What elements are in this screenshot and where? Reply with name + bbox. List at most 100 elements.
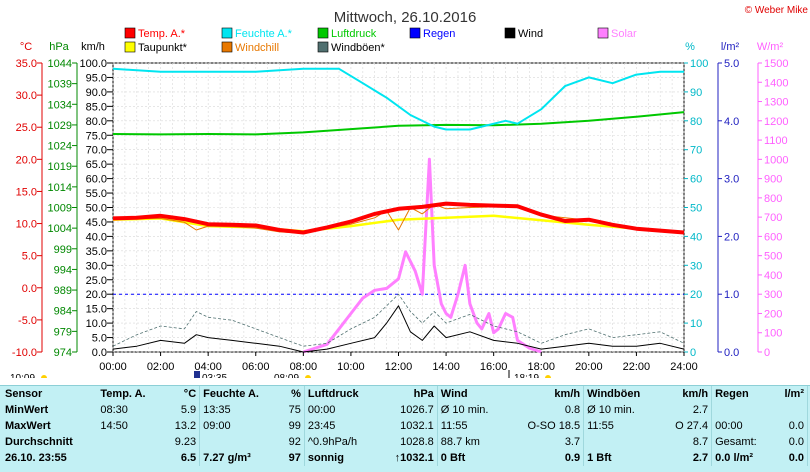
solar-axis-tick-label: 100: [764, 328, 782, 340]
hpa-axis-tick-label: 999: [54, 244, 72, 256]
legend-swatch: [221, 41, 233, 53]
stats-cell: 9.23: [163, 434, 201, 450]
x-tick-label: 06:00: [242, 361, 270, 373]
stats-cell: 23:45: [307, 420, 336, 432]
percent-axis-tick-label: 60: [690, 174, 702, 186]
legend-swatch: [504, 27, 516, 39]
solar-axis-tick-label: 400: [764, 270, 782, 282]
solar-axis-tick-label: 1000: [764, 154, 788, 166]
legend-label: Solar: [611, 28, 637, 40]
axis-unit-percent: %: [685, 41, 695, 53]
stats-cell: [97, 434, 163, 450]
stats-cell: 13.2: [163, 418, 201, 434]
stats-cell: Gesamt:: [715, 436, 757, 448]
stats-cell: km/h: [507, 386, 585, 402]
hpa-axis-tick-label: 1034: [48, 99, 72, 111]
stats-cell: 11:55: [440, 420, 468, 432]
stats-cell: ↑1032.1: [378, 450, 438, 466]
stats-cell: km/h: [660, 386, 713, 402]
stats-cell: Regen: [715, 388, 749, 400]
solar-axis-tick-label: 1300: [764, 97, 788, 109]
stats-cell: 8.7: [660, 434, 713, 450]
kmh-axis-tick-label: 100.0: [79, 58, 107, 70]
solar-axis-tick-label: 1400: [764, 77, 788, 89]
percent-axis-tick-label: 10: [690, 318, 702, 330]
solar-axis-tick-label: 500: [764, 251, 782, 263]
weather-chart: Mittwoch, 26.10.2016 © Weber Mike Temp. …: [10, 5, 809, 378]
hpa-axis-tick-label: 1014: [48, 182, 72, 194]
stats-cell: Durchschnitt: [5, 436, 73, 448]
kmh-axis-tick-label: 85.0: [86, 101, 107, 113]
solar-axis-tick-label: 1200: [764, 116, 788, 128]
stats-cell: Wind: [440, 388, 468, 400]
time-markers: 10:09 03:35 08:09 18:19: [10, 370, 551, 378]
legend-label: Regen: [423, 28, 455, 40]
axis-unit-hpa: hPa: [49, 41, 69, 53]
hpa-axis-tick-label: 984: [54, 306, 72, 318]
legend-swatch: [409, 27, 421, 39]
x-tick-label: 14:00: [432, 361, 460, 373]
stats-cell: 1028.8: [378, 434, 438, 450]
series-line-wind: [112, 305, 685, 353]
percent-axis-tick-label: 40: [690, 231, 702, 243]
legend-label: Windchill: [235, 42, 279, 54]
celsius-axis-tick-label: -10.0: [12, 347, 37, 359]
kmh-axis-tick-label: 30.0: [86, 260, 107, 272]
stats-cell: Windböen: [587, 388, 641, 400]
stats-cell: 2.7: [660, 450, 713, 466]
stats-cell: MinWert: [5, 404, 49, 416]
stats-cell: 08:30: [100, 404, 128, 416]
kmh-axis-tick-label: 10.0: [86, 318, 107, 330]
chart-title: Mittwoch, 26.10.2016: [334, 9, 477, 26]
kmh-axis-tick-label: 60.0: [86, 174, 107, 186]
stats-cell: 11:55: [587, 420, 614, 432]
legend-swatch: [221, 27, 233, 39]
stats-row: Durchschnitt 9.23 92 ^0.9hPa/h 1028.8 88.7 km…: [2, 434, 808, 450]
hpa-axis-tick-label: 1029: [48, 120, 72, 132]
legend-swatch: [124, 41, 136, 53]
celsius-axis-tick-label: 5.0: [22, 251, 37, 263]
sun-marker-icon: [41, 375, 47, 378]
stats-cell: 0.0: [773, 418, 808, 434]
kmh-axis-tick-label: 65.0: [86, 159, 107, 171]
axis-unit-solar: W/m²: [757, 41, 784, 53]
kmh-axis-tick-label: 25.0: [86, 275, 107, 287]
celsius-axis-tick-label: 35.0: [16, 58, 37, 70]
x-tick-label: 08:00: [290, 361, 318, 373]
percent-axis-tick-label: 50: [690, 203, 702, 215]
x-tick-label: 00:00: [99, 361, 127, 373]
stats-cell: 2.7: [660, 402, 713, 418]
stats-cell: 0.0: [773, 450, 808, 466]
x-tick-label: 10:00: [337, 361, 365, 373]
stats-cell: 3.7: [507, 434, 585, 450]
y-axes: 35.0 30.0 25.0 20.0 15.0 10.0 5.0 0.0 -5.0 -10.0 1…: [12, 58, 789, 359]
celsius-axis-tick-label: 15.0: [16, 186, 37, 198]
kmh-axis-tick-label: 55.0: [86, 188, 107, 200]
x-tick-label: 24:00: [670, 361, 698, 373]
kmh-axis-tick-label: 75.0: [86, 130, 107, 142]
marker-sunset-time: 18:19: [514, 373, 539, 378]
stats-cell: Ø 10 min.: [587, 404, 635, 416]
legend-label: Luftdruck: [331, 28, 377, 40]
stats-cell: %: [280, 386, 305, 402]
stats-cell: 0.9: [507, 450, 585, 466]
stats-cell: 0.8: [507, 402, 585, 418]
percent-axis-tick-label: 100: [690, 58, 708, 70]
legend-label: Temp. A.*: [138, 28, 186, 40]
rain-axis-tick-label: 5.0: [724, 58, 739, 70]
stats-cell: 7.27 g/m³: [203, 452, 251, 464]
series-line-luftdruck: [112, 111, 685, 136]
kmh-axis-tick-label: 45.0: [86, 217, 107, 229]
stats-cell: Feuchte A.: [203, 388, 259, 400]
stats-cell: 14:50: [100, 420, 128, 432]
hpa-axis-tick-label: 974: [54, 347, 72, 359]
stats-cell: 26.10. 23:55: [5, 452, 67, 464]
stats-cell: 0.0: [773, 434, 808, 450]
x-tick-label: 02:00: [147, 361, 175, 373]
legend-swatch: [317, 27, 329, 39]
copyright-label: © Weber Mike: [745, 5, 809, 16]
stats-cell: 88.7 km: [440, 436, 480, 448]
hpa-axis-tick-label: 994: [54, 264, 72, 276]
percent-axis-tick-label: 80: [690, 116, 702, 128]
x-tick-label: 04:00: [194, 361, 222, 373]
